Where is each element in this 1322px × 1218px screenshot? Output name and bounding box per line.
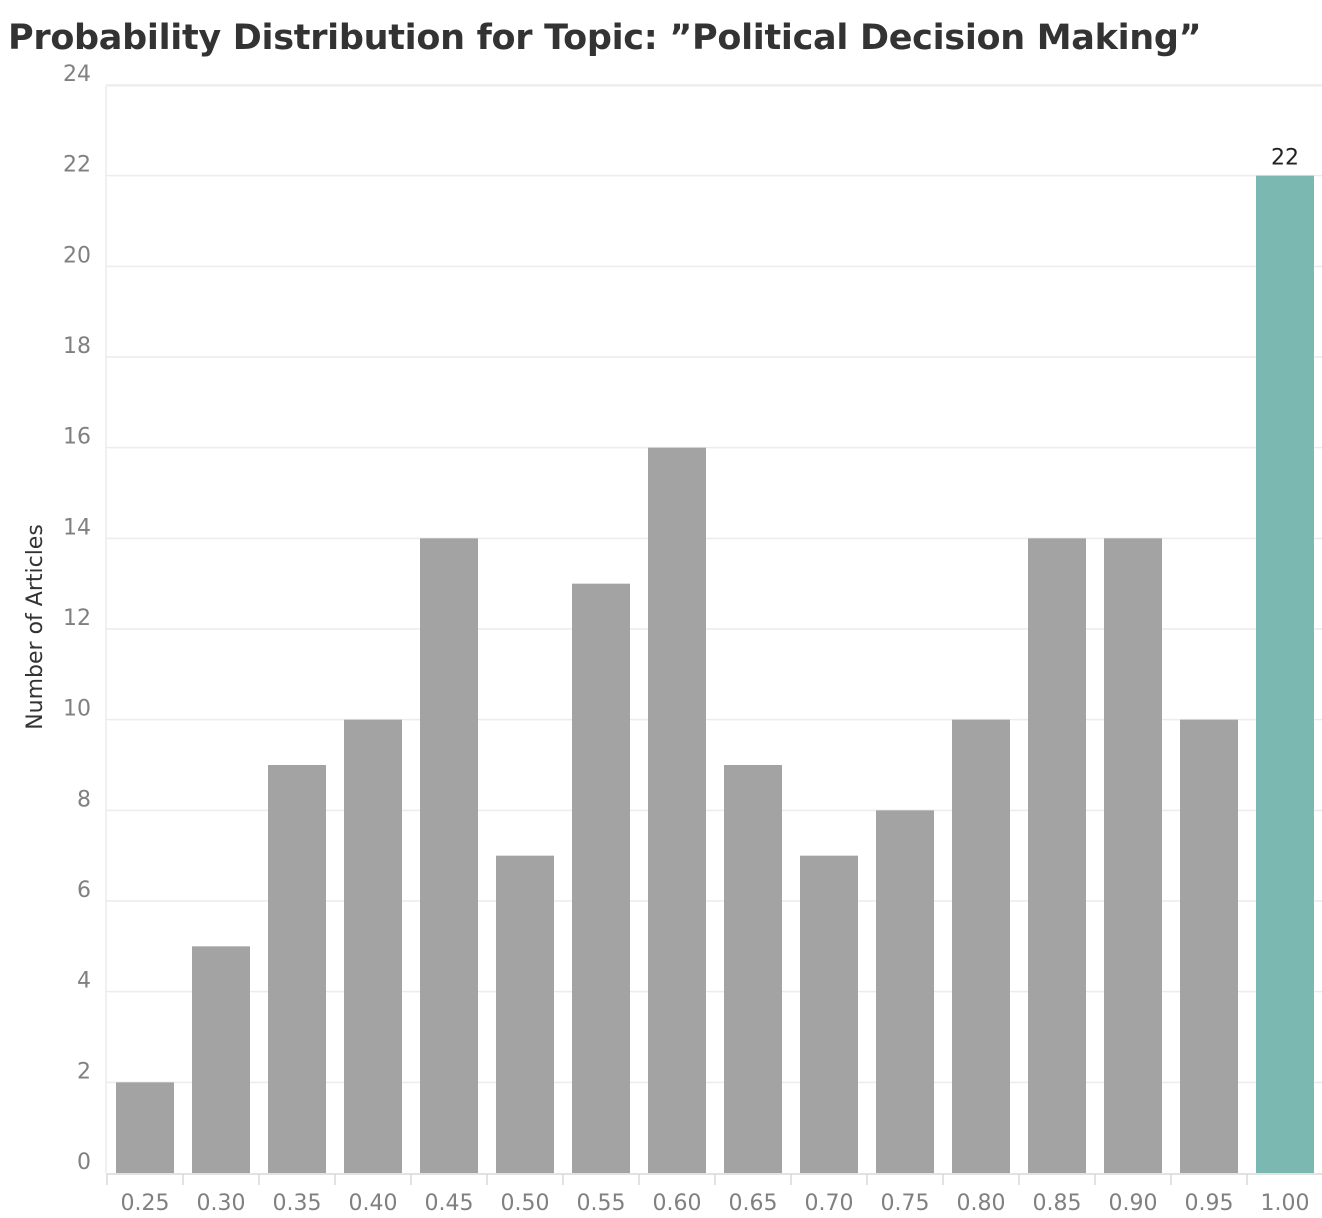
bar-0.30	[192, 946, 250, 1173]
bar-0.45	[420, 538, 478, 1173]
bar-1.00	[1256, 175, 1314, 1173]
axis-layer	[105, 85, 1322, 1185]
y-tick-label: 16	[63, 425, 91, 450]
y-tick-label: 8	[77, 787, 91, 812]
x-tick-label: 0.65	[729, 1191, 778, 1216]
y-tick-label: 20	[63, 243, 91, 268]
y-tick-label: 6	[77, 878, 91, 903]
bar-0.40	[344, 719, 402, 1173]
y-tick-label: 14	[63, 515, 91, 540]
bar-0.80	[952, 719, 1010, 1173]
chart-title: Probability Distribution for Topic: ”Pol…	[8, 18, 1202, 58]
x-tick-label: 0.95	[1185, 1191, 1234, 1216]
y-tick-label: 2	[77, 1059, 91, 1084]
y-tick-label: 18	[63, 334, 91, 359]
x-tick-label: 0.50	[501, 1191, 550, 1216]
x-tick-label: 0.40	[349, 1191, 398, 1216]
data-label-1.00: 22	[1271, 146, 1299, 171]
x-tick-label: 0.90	[1109, 1191, 1158, 1216]
x-tick-label: 0.80	[957, 1191, 1006, 1216]
bar-0.95	[1180, 719, 1238, 1173]
x-tick-label: 0.85	[1033, 1191, 1082, 1216]
y-tick-label: 10	[63, 697, 91, 722]
bar-0.75	[876, 810, 934, 1173]
bar-0.35	[268, 765, 326, 1173]
bar-0.70	[800, 855, 858, 1173]
x-tick-label: 1.00	[1261, 1191, 1310, 1216]
x-tick-label: 0.35	[273, 1191, 322, 1216]
x-tick-label: 0.60	[653, 1191, 702, 1216]
x-tick-label: 0.55	[577, 1191, 626, 1216]
bar-0.55	[572, 583, 630, 1173]
y-tick-label: 0	[77, 1150, 91, 1175]
bars-layer	[116, 175, 1314, 1174]
bar-0.65	[724, 765, 782, 1173]
bar-0.60	[648, 447, 706, 1174]
x-tick-label: 0.25	[121, 1191, 170, 1216]
bar-0.85	[1028, 538, 1086, 1173]
y-axis-label: Number of Articles	[23, 524, 48, 730]
bar-0.25	[116, 1082, 174, 1173]
bar-0.90	[1104, 538, 1162, 1173]
x-tick-label: 0.75	[881, 1191, 930, 1216]
x-tick-label: 0.45	[425, 1191, 474, 1216]
x-tick-label: 0.70	[805, 1191, 854, 1216]
y-tick-label: 22	[63, 153, 91, 178]
y-tick-label: 24	[63, 62, 91, 87]
x-tick-label: 0.30	[197, 1191, 246, 1216]
bar-0.50	[496, 855, 554, 1173]
y-tick-label: 4	[77, 969, 91, 994]
y-tick-label: 12	[63, 606, 91, 631]
